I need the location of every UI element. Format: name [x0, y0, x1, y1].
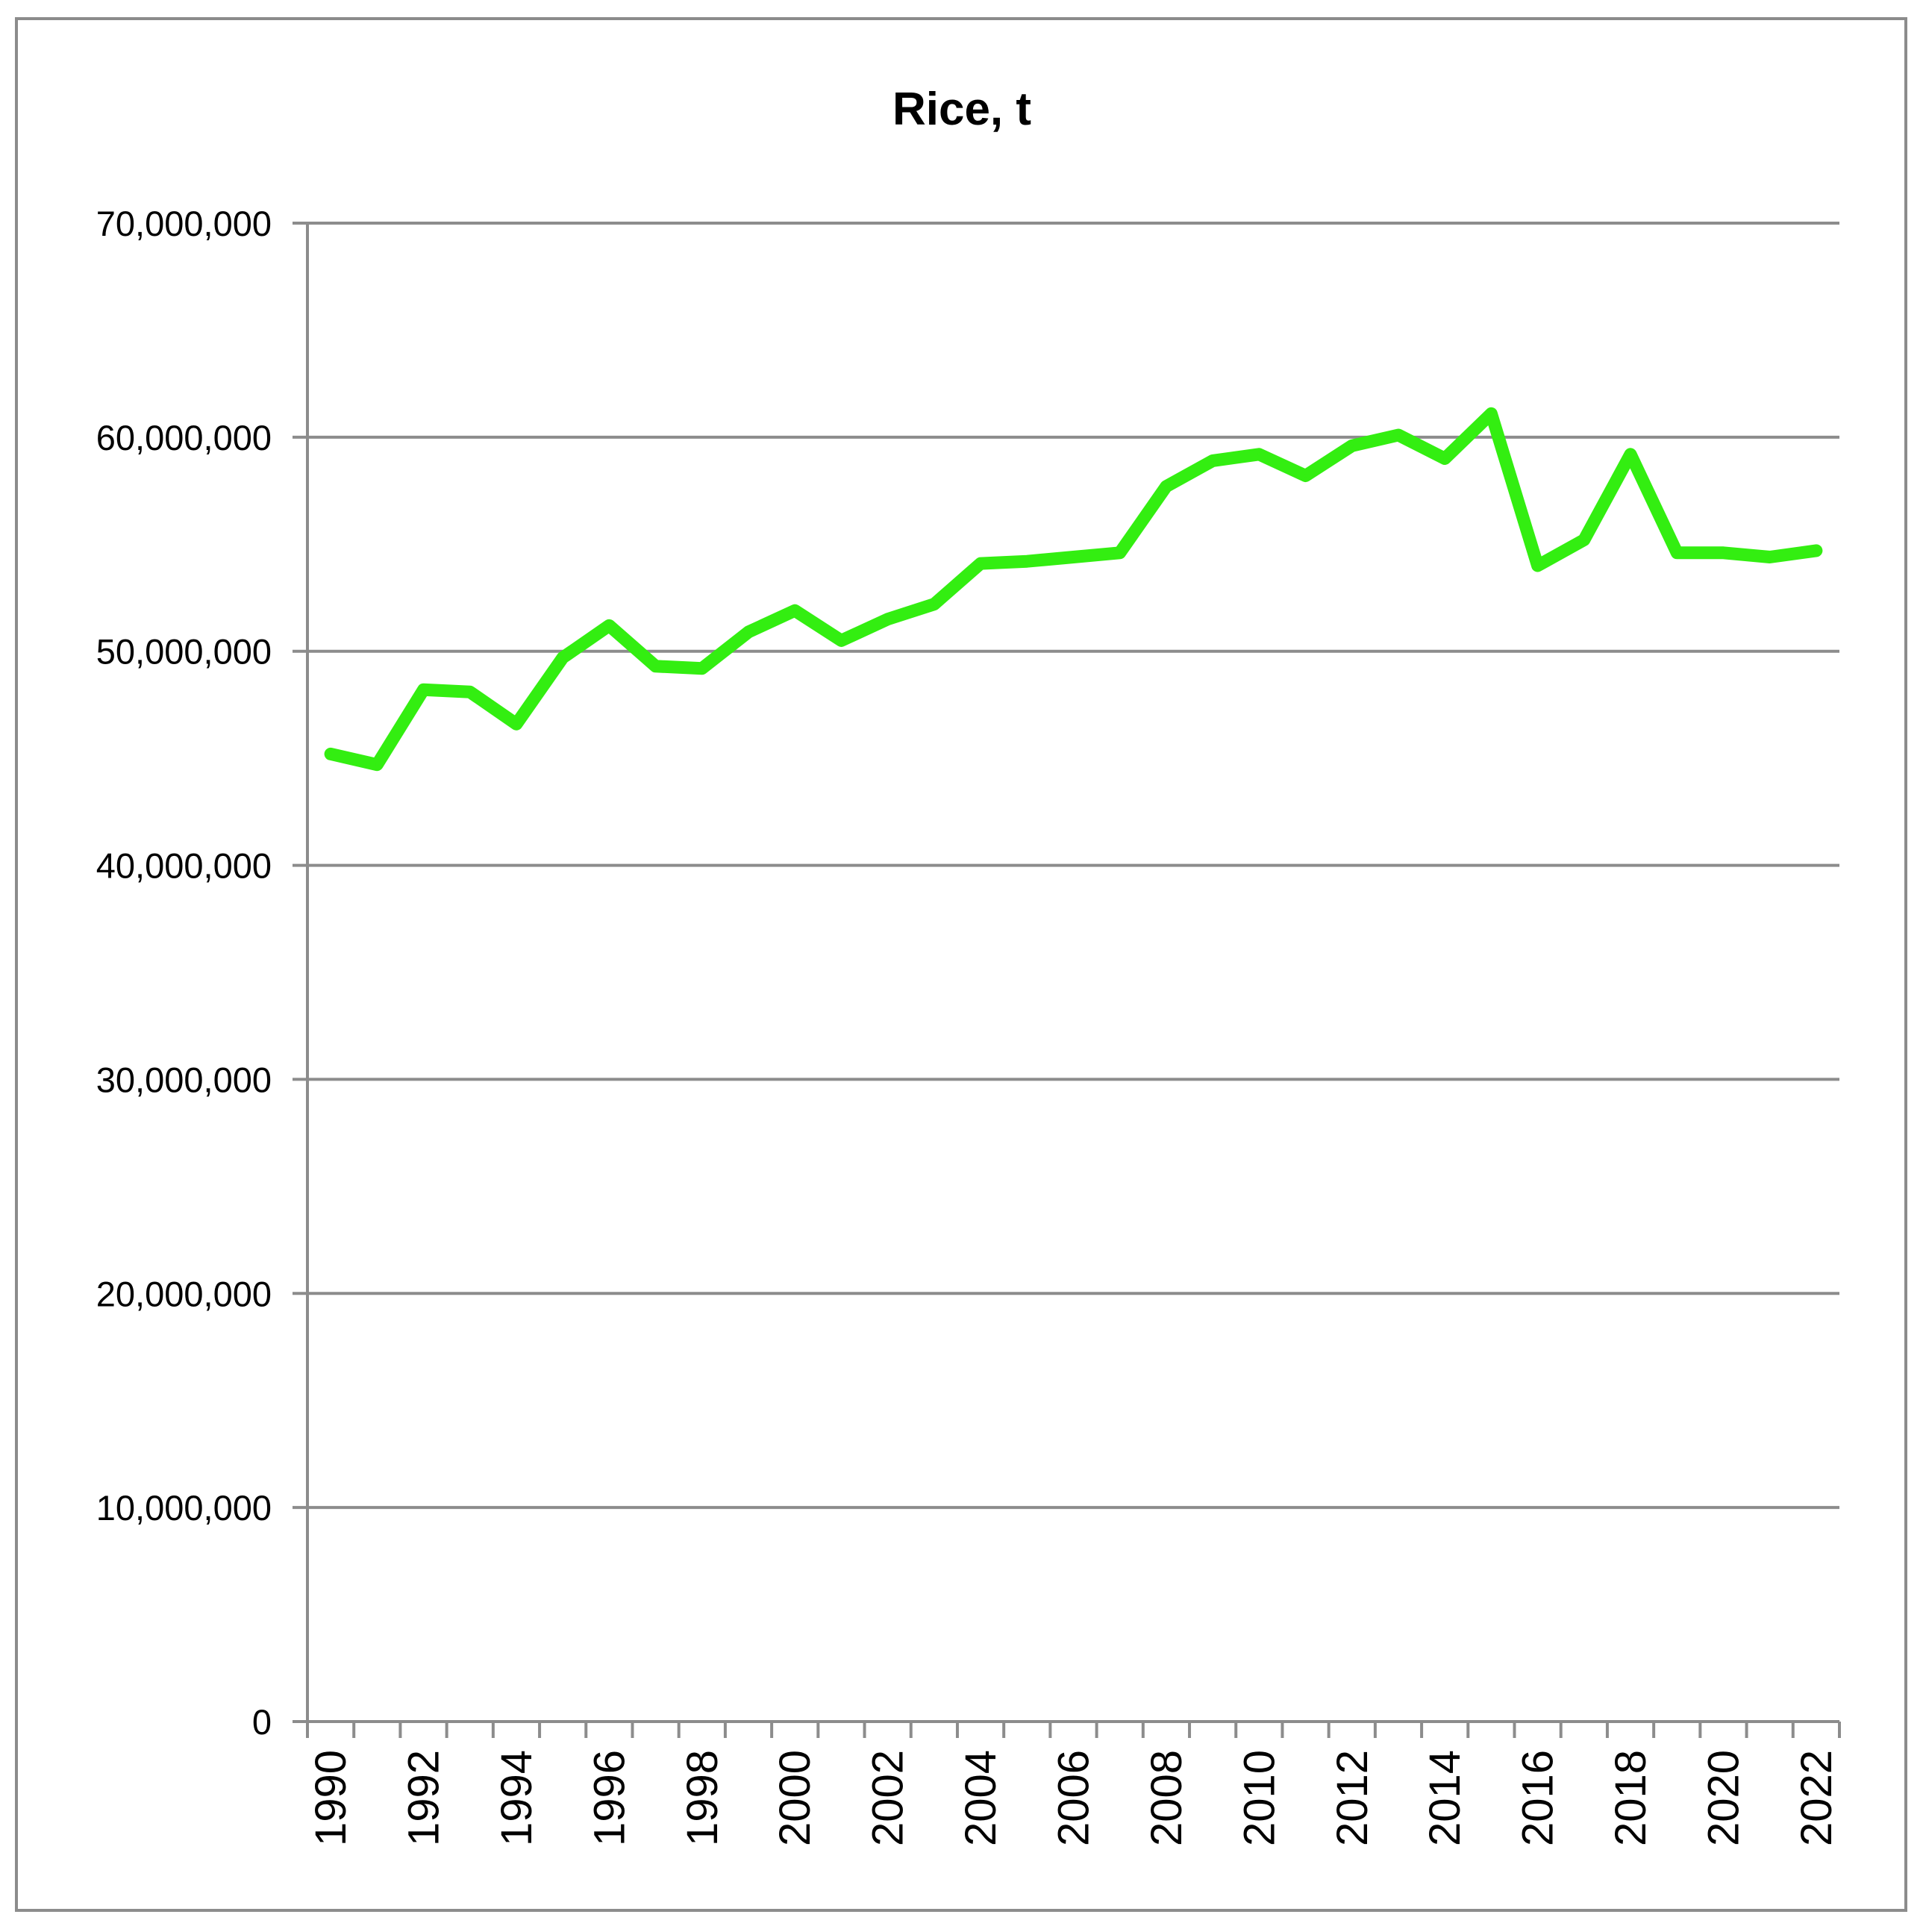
x-tick-label: 2016	[1514, 1750, 1563, 1846]
y-tick-label: 0	[252, 1702, 272, 1742]
data-point	[1582, 538, 1586, 542]
y-tick-label: 40,000,000	[96, 846, 272, 886]
data-point	[1350, 444, 1354, 448]
x-tick-label: 1992	[400, 1750, 448, 1846]
x-tick-label: 2006	[1050, 1750, 1098, 1846]
x-tick-label: 2004	[957, 1750, 1005, 1846]
y-tick-label: 10,000,000	[96, 1488, 272, 1528]
data-point	[793, 609, 797, 613]
series-layer	[324, 407, 1823, 772]
x-tick-label: 2000	[771, 1750, 819, 1846]
data-point	[1536, 563, 1539, 567]
data-point	[1025, 560, 1029, 563]
y-tick-label: 50,000,000	[96, 632, 272, 672]
data-point	[700, 666, 704, 670]
data-point	[329, 752, 333, 756]
data-point	[607, 624, 611, 628]
x-tick-label: 2022	[1792, 1750, 1841, 1846]
data-point	[932, 602, 936, 606]
data-point	[1675, 551, 1679, 554]
data-point	[1489, 412, 1493, 416]
data-point	[654, 664, 657, 668]
chart-frame	[15, 17, 1907, 1912]
x-tick-label: 2014	[1421, 1750, 1469, 1846]
data-point	[1768, 555, 1772, 559]
data-point	[1722, 551, 1725, 554]
x-tick-label: 1996	[585, 1750, 634, 1846]
chart-title: Rice, t	[892, 84, 1031, 135]
y-axis-tick-labels: 0 10,000,000 20,000,000 30,000,000 40,000,00…	[96, 204, 272, 1742]
y-tick-label: 60,000,000	[96, 418, 272, 457]
data-point	[514, 722, 518, 726]
data-point	[1396, 433, 1400, 437]
data-point	[1211, 459, 1215, 463]
y-tick-label: 30,000,000	[96, 1060, 272, 1099]
data-point	[1304, 474, 1307, 478]
x-tick-label: 1998	[678, 1750, 727, 1846]
data-point	[468, 690, 472, 694]
data-point	[1257, 452, 1261, 456]
x-tick-label: 2010	[1235, 1750, 1283, 1846]
data-point	[1629, 452, 1633, 456]
data-point	[422, 688, 425, 692]
data-point	[1443, 457, 1447, 460]
x-tick-label: 1990	[307, 1750, 355, 1846]
x-tick-label: 2012	[1328, 1750, 1377, 1846]
data-point	[1164, 484, 1168, 488]
data-point	[1814, 548, 1818, 552]
x-tick-label: 2018	[1607, 1750, 1655, 1846]
y-tick-label: 70,000,000	[96, 204, 272, 243]
axes	[293, 222, 1841, 1738]
data-point	[375, 763, 379, 766]
data-point	[1072, 555, 1075, 559]
x-tick-label: 2020	[1699, 1750, 1748, 1846]
x-axis-tick-labels: 1990 1992 1994 1996 1998 2000 2002 2004 2006 2008…	[307, 1750, 1841, 1846]
x-tick-label: 1994	[493, 1750, 541, 1846]
x-tick-label: 2002	[864, 1750, 913, 1846]
data-point	[747, 630, 751, 634]
y-tick-label: 20,000,000	[96, 1274, 272, 1313]
data-point	[561, 656, 565, 660]
x-tick-label: 2008	[1142, 1750, 1191, 1846]
data-point	[1118, 551, 1122, 554]
data-point	[839, 639, 843, 643]
data-point	[979, 562, 983, 566]
data-point	[886, 617, 889, 621]
